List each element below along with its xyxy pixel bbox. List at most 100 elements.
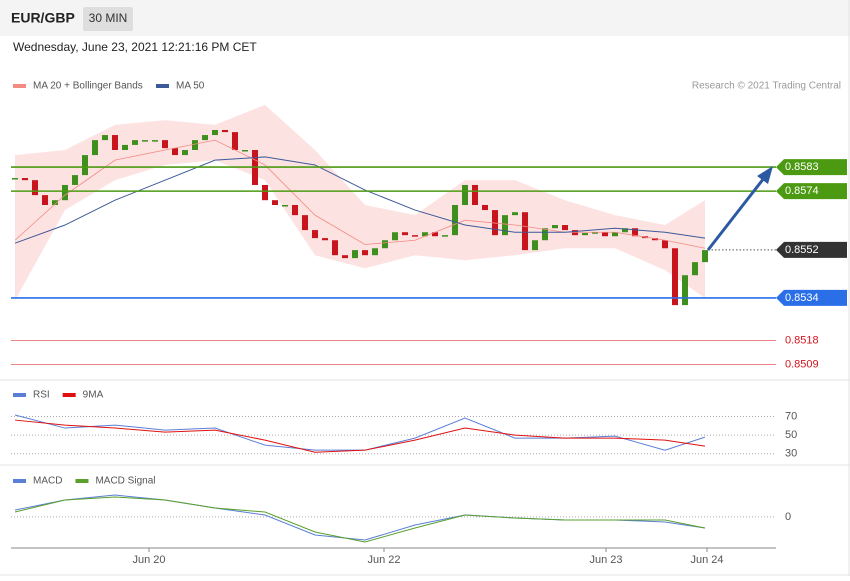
candle [502,215,508,236]
candle [622,228,628,233]
candle [72,175,78,185]
level-badge [776,289,847,306]
legend-label: MACD Signal [95,476,155,487]
candle [552,225,558,229]
legend-swatch [156,84,169,88]
candle [202,135,208,141]
legend-swatch [13,479,26,483]
candle [352,250,358,259]
candle [102,135,108,141]
moving-average [14,156,706,244]
symbol: EUR/GBP [11,10,75,26]
candle [152,140,158,142]
candle [462,184,468,205]
candle [282,204,288,207]
indicator-line [14,419,706,453]
plot-layer: Jun 20 Jun 22 Jun 23 Jun 24 MA 20 + Bollinge… [11,81,847,566]
level-label: 0.8534 [785,292,819,304]
candle [182,149,188,156]
legend-swatch [13,393,26,397]
candle [162,140,168,149]
candle [632,228,638,237]
candle [262,184,268,201]
indicator-line [14,414,706,451]
x-tick-label: Jun 24 [690,554,723,566]
x-tick-label: Jun 20 [132,554,165,566]
candle [702,250,708,263]
candle [412,235,418,237]
candle [192,140,198,150]
candle [322,238,328,241]
candle [442,235,448,237]
level-label: 0.8574 [785,185,819,197]
y-tick-label: 0 [785,511,791,523]
candle [142,140,148,142]
level-label: 0.8518 [785,335,819,347]
candle [32,180,38,196]
candle [422,232,428,237]
candle [672,248,678,306]
level-badge [776,241,847,258]
legend-swatch [62,393,76,397]
candle [382,240,388,249]
candle [122,144,128,150]
candle [562,225,568,231]
candle [132,140,138,145]
timestamp: Wednesday, June 23, 2021 12:21:16 PM CET [13,40,257,54]
candle [602,232,608,237]
candle [82,155,88,176]
legend-label: MA 20 + Bollinger Bands [33,81,143,92]
candle [482,204,488,211]
candle [532,240,538,251]
candle [522,212,528,251]
x-tick-label: Jun 22 [367,554,400,566]
y-tick-label: 70 [785,410,797,422]
legend-swatch [75,479,89,483]
bollinger-band [15,104,705,301]
candle [302,215,308,231]
level-badge [776,159,847,176]
level-label: 0.8552 [785,244,819,256]
candle [22,178,28,181]
candle [242,149,248,152]
candle [582,233,588,236]
candle [312,230,318,239]
candle [332,240,338,256]
candle [682,275,688,306]
candle [222,129,228,133]
timeframe[interactable]: 30 MIN [89,11,128,25]
candle [112,135,118,150]
candle [272,200,278,205]
level-label: 0.8583 [785,161,819,173]
candle [42,195,48,205]
indicator-line [14,496,706,543]
candle [62,184,68,201]
candle [232,132,238,150]
indicator-line [14,494,706,541]
header-bar [0,0,850,36]
candle [572,230,578,236]
candle [372,248,378,256]
timeframe-badge[interactable] [83,7,133,31]
level-badge [776,183,847,200]
candle [652,238,658,241]
candle [512,212,518,216]
candle [292,204,298,216]
candle [212,129,218,136]
moving-average [14,139,706,249]
legend-label: RSI [33,390,50,401]
candle [392,232,398,241]
candle [452,204,458,236]
candle [692,262,698,276]
legend-swatch [13,84,26,88]
y-tick-label: 30 [785,448,797,460]
x-tick-label: Jun 23 [589,554,622,566]
candle [402,232,408,236]
candle [432,232,438,237]
forecast-arrow [706,177,766,251]
candle [92,140,98,156]
candle [52,200,58,205]
credit: Research © 2021 Trading Central [692,81,841,92]
legend-label: MACD [33,476,62,487]
